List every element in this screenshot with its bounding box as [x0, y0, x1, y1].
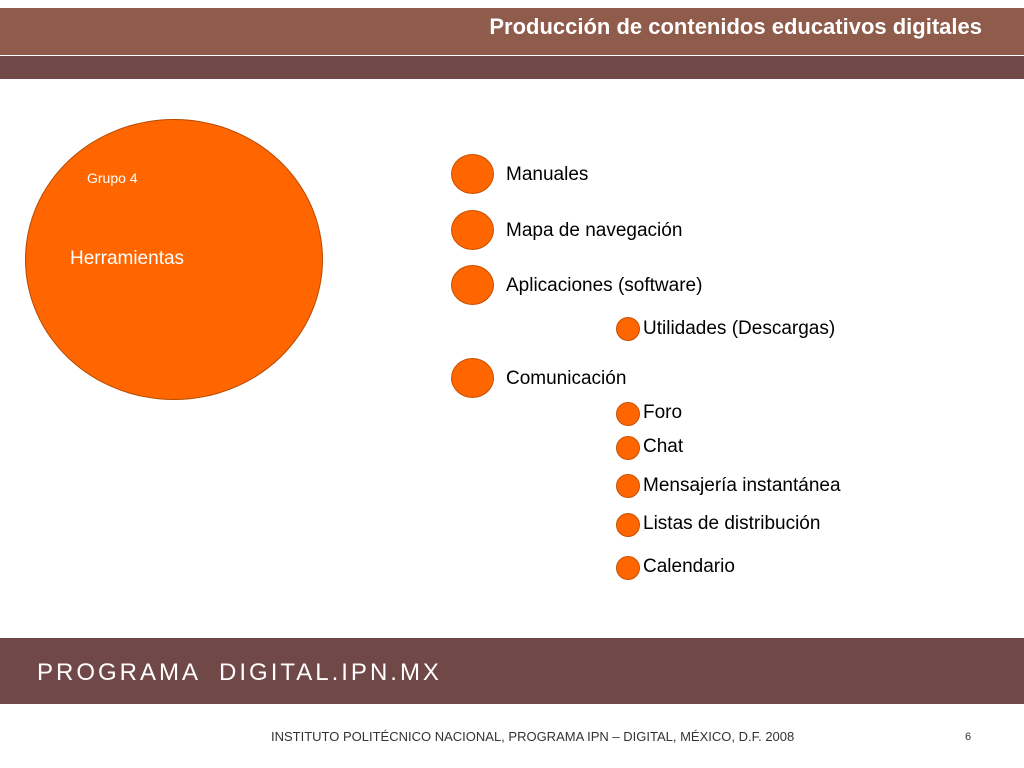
item-label: Utilidades (Descargas): [643, 318, 836, 339]
bullet-circle: [451, 265, 494, 305]
bullet-circle: [616, 402, 640, 426]
item-label: Mapa de navegación: [506, 220, 683, 241]
item-label: Listas de distribución: [643, 513, 821, 534]
bullet-circle: [616, 513, 640, 537]
header-bar: [0, 8, 1024, 55]
hub-circle: [25, 119, 323, 400]
item-label: Chat: [643, 436, 684, 457]
footer-bar: [0, 638, 1024, 704]
item-label: Aplicaciones (software): [506, 275, 703, 296]
item-label: Calendario: [643, 556, 735, 577]
footer-brand: PROGRAMA DIGITAL.IPN.MX: [37, 659, 442, 686]
item-label: Mensajería instantánea: [643, 475, 841, 496]
header-strip: [0, 56, 1024, 79]
page-number: 6: [965, 731, 972, 743]
item-label: Foro: [643, 402, 683, 423]
group-label: Grupo 4: [87, 170, 138, 186]
item-label: Comunicación: [506, 368, 627, 389]
bullet-circle: [451, 154, 494, 194]
slide-title: Producción de contenidos educativos digi…: [489, 14, 982, 39]
bullet-circle: [451, 210, 494, 250]
bullet-circle: [616, 317, 640, 341]
bullet-circle: [451, 358, 494, 398]
item-label: Manuales: [506, 164, 589, 185]
hub-label: Herramientas: [70, 248, 185, 269]
bullet-circle: [616, 436, 640, 460]
bullet-circle: [616, 474, 640, 498]
bullet-circle: [616, 556, 640, 580]
footer-credit: INSTITUTO POLITÉCNICO NACIONAL, PROGRAMA…: [271, 729, 795, 744]
